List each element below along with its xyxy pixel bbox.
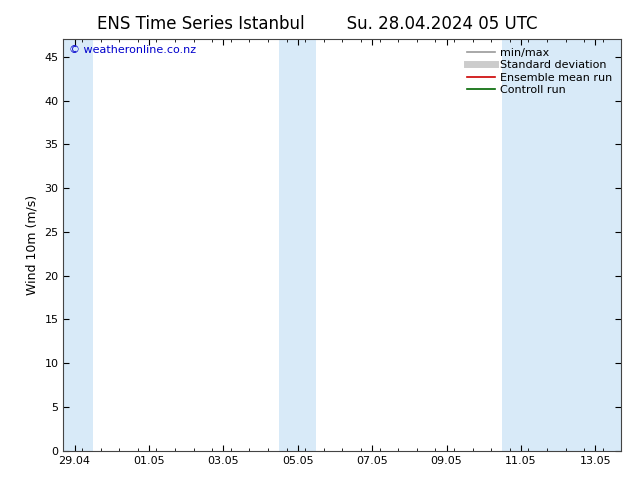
Bar <box>63 39 93 451</box>
Bar <box>502 39 621 451</box>
Legend: min/max, Standard deviation, Ensemble mean run, Controll run: min/max, Standard deviation, Ensemble me… <box>463 45 616 98</box>
Y-axis label: Wind 10m (m/s): Wind 10m (m/s) <box>26 195 39 295</box>
Text: ENS Time Series Istanbul        Su. 28.04.2024 05 UTC: ENS Time Series Istanbul Su. 28.04.2024 … <box>97 15 537 33</box>
Bar <box>279 39 316 451</box>
Text: © weatheronline.co.nz: © weatheronline.co.nz <box>69 46 196 55</box>
